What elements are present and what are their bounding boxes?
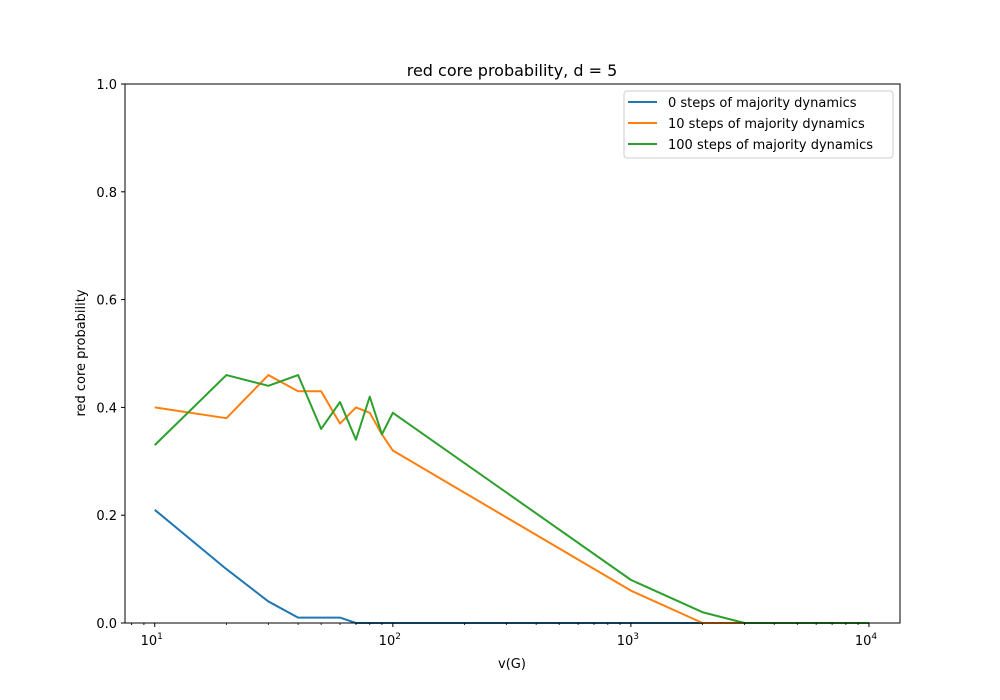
- x-axis-label: v(G): [498, 657, 526, 672]
- y-tick-label: 0.6: [96, 294, 117, 309]
- series-line-2: [154, 374, 869, 624]
- x-tick-label-exponent: 2: [395, 632, 401, 642]
- x-tick-label-base: 10: [855, 634, 872, 649]
- y-tick-label: 1.0: [96, 78, 117, 93]
- series-line-1: [154, 374, 869, 624]
- legend-label-2: 100 steps of majority dynamics: [668, 138, 873, 153]
- x-tick-label: 103: [617, 632, 639, 649]
- y-axis-label: red core probability: [74, 289, 89, 416]
- axes-frame: [124, 83, 901, 624]
- x-tick-label: 102: [379, 632, 401, 649]
- legend-label-1: 10 steps of majority dynamics: [668, 117, 865, 132]
- y-tick-label: 0.0: [96, 617, 117, 632]
- x-tick-label-exponent: 1: [157, 632, 163, 642]
- x-tick-label: 101: [141, 632, 163, 649]
- y-tick-label: 0.8: [96, 186, 117, 201]
- chart-title: red core probability, d = 5: [407, 61, 618, 80]
- x-tick-label-exponent: 4: [871, 632, 877, 642]
- x-tick-label-exponent: 3: [633, 632, 639, 642]
- y-tick-label: 0.2: [96, 509, 117, 524]
- x-tick-label-base: 10: [379, 634, 396, 649]
- legend: 0 steps of majority dynamics 10 steps of …: [623, 90, 894, 159]
- x-tick-label: 104: [855, 632, 878, 649]
- y-tick-label: 0.4: [96, 401, 117, 416]
- x-tick-label-base: 10: [141, 634, 158, 649]
- legend-label-0: 0 steps of majority dynamics: [668, 96, 857, 111]
- x-tick-label-base: 10: [617, 634, 634, 649]
- legend-box: [623, 90, 894, 159]
